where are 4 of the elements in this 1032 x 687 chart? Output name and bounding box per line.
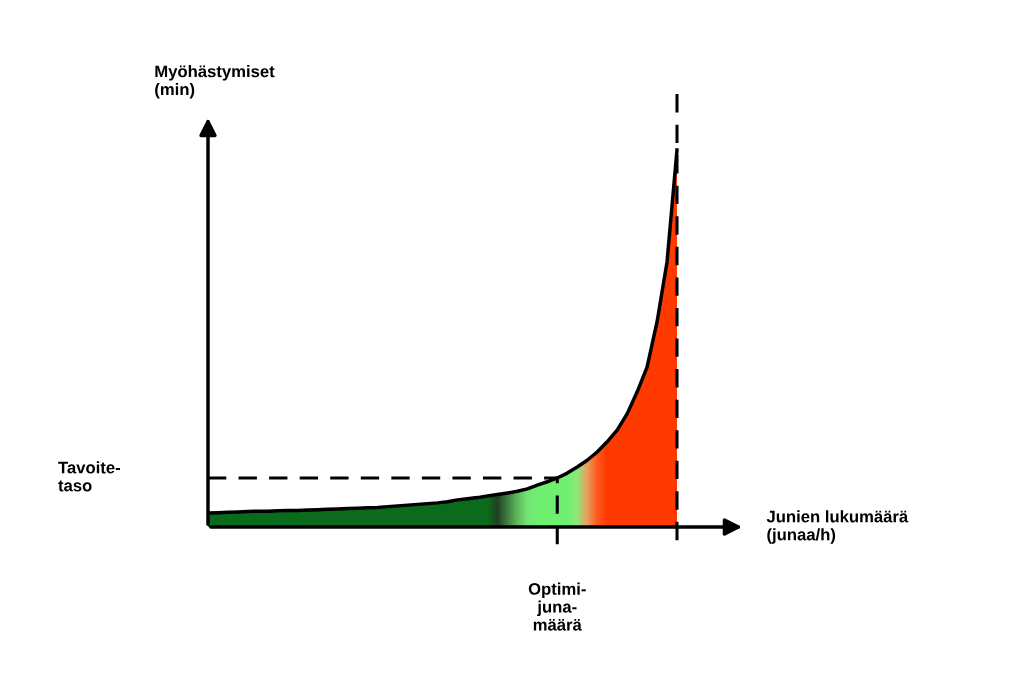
text: Optimi- juna- määrä xyxy=(528,582,586,631)
ref-line-label: Tavoite- taso xyxy=(58,461,120,492)
text: Junien lukumäärä (junaa/h) xyxy=(766,510,909,544)
y-axis-title: Myöhästymiset (min) xyxy=(155,65,275,99)
